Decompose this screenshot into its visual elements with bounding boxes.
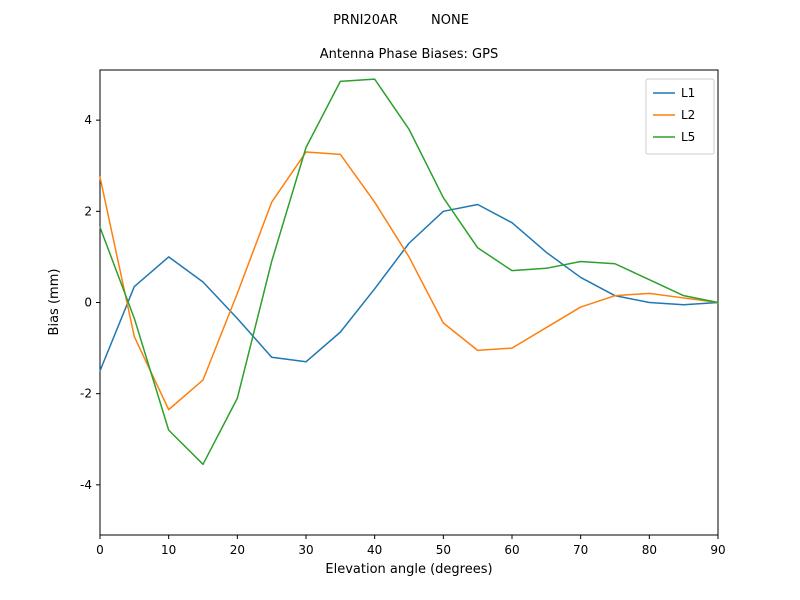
x-axis-ticks: 0 10 20 30 40 50 60 70 80 90 [96, 535, 726, 557]
series-line-L2 [99, 151, 719, 411]
y-tick-label: -4 [80, 478, 92, 492]
x-tick-label: 70 [573, 543, 588, 557]
x-tick-label: 30 [298, 543, 313, 557]
y-axis-label: Bias (mm) [47, 269, 62, 336]
y-tick-label: -2 [80, 387, 92, 401]
legend-label-L1: L1 [681, 86, 695, 100]
axes-frame [99, 69, 719, 536]
figure-suptitle: PRNI20AR NONE [333, 13, 469, 28]
y-tick-label: 0 [84, 296, 92, 310]
x-tick-label: 80 [642, 543, 657, 557]
legend-label-L2: L2 [681, 108, 695, 122]
x-tick-label: 90 [710, 543, 725, 557]
y-tick-label: 4 [84, 113, 92, 127]
x-tick-label: 40 [367, 543, 382, 557]
x-axis-label: Elevation angle (degrees) [325, 562, 492, 577]
y-tick-label: 2 [84, 204, 92, 218]
legend: L1 L2 L5 [645, 78, 715, 155]
y-axis-ticks: -4 -2 0 2 4 [80, 113, 100, 492]
x-tick-label: 0 [96, 543, 104, 557]
legend-box [645, 78, 715, 155]
legend-label-L5: L5 [681, 130, 695, 144]
x-tick-label: 50 [436, 543, 451, 557]
chart-title: Antenna Phase Biases: GPS [320, 47, 498, 62]
x-tick-label: 60 [504, 543, 519, 557]
series-line-L5 [99, 78, 719, 466]
data-lines [99, 78, 719, 466]
series-line-L1 [99, 203, 719, 372]
x-tick-label: 10 [161, 543, 176, 557]
x-tick-label: 20 [230, 543, 245, 557]
